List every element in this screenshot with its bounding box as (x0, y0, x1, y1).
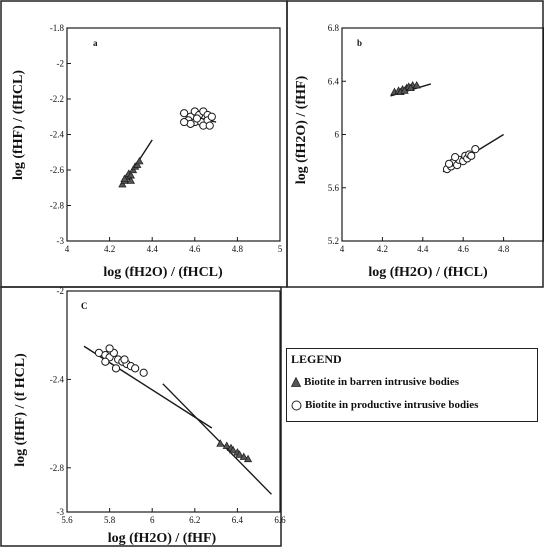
panel-b-barren-point (406, 83, 415, 92)
panel-a-y-tick-label: -2.6 (50, 165, 65, 175)
panel-b-y-axis-label: log (fH2O) / (fHF) (294, 75, 309, 184)
panel-c-productive-point (101, 357, 110, 366)
panel-c-barren-point (243, 454, 253, 463)
panel-a-x-tick-label: 4.4 (147, 244, 159, 254)
panel-c-x-tick-label: 6.2 (189, 515, 200, 525)
panel-c-productive-point (139, 368, 148, 377)
panel-b-x-tick-label: 4.8 (498, 244, 510, 254)
triangle-marker-icon (290, 377, 302, 388)
panel-c-y-tick-label: -2.4 (50, 374, 65, 384)
panel-b-productive-point (451, 153, 460, 162)
panel-a-barren-point (135, 156, 144, 165)
panel-a-productive-point (192, 114, 202, 123)
panel-c-barren-point (216, 439, 225, 447)
panel-a-x-tick-label: 4.8 (232, 244, 244, 254)
panel-a-y-tick-label: -1.8 (50, 23, 65, 33)
panel-b-y-tick-label: 5.2 (328, 236, 339, 246)
panel-a-label: a (93, 38, 98, 48)
legend-box: LEGEND Biotite in barren intrusive bodie… (286, 348, 538, 422)
panel-b-x-tick-label: 4.4 (417, 244, 429, 254)
panel-c-productive-point (105, 344, 114, 353)
panel-b-x-axis-label: log (fH2O) / (fHCL) (368, 265, 488, 280)
panel-a-x-tick-label: 5 (278, 244, 283, 254)
panel-c-y-tick-label: -3 (57, 507, 65, 517)
legend-label-barren: Biotite in barren intrusive bodies (304, 376, 460, 388)
legend-title: LEGEND (291, 352, 342, 366)
legend-item-barren: Biotite in barren intrusive bodies (290, 376, 460, 388)
panel-a-outer-frame (0, 0, 288, 288)
panel-a-plot-frame (66, 27, 281, 242)
panel-b-y-tick-label: 6.4 (328, 76, 340, 86)
panel-c-y-tick-label: -2.8 (50, 463, 65, 473)
panel-b-barren-point (412, 81, 421, 89)
panel-b-productive-point (471, 145, 480, 154)
panel-b-x-tick-label: 4.2 (377, 244, 388, 254)
panel-c-productive-point (120, 355, 129, 364)
panel-a-productive-point (205, 121, 214, 130)
panel-c-y-axis-label: log (fHF) / (f HCL) (13, 353, 28, 467)
panel-c-barren-point (222, 441, 231, 449)
panel-c-x-tick-label: 5.8 (104, 515, 116, 525)
panel-a-barren-point (126, 176, 135, 184)
panel-a-x-axis-label: log (fH2O) / (fHCL) (103, 265, 223, 280)
panel-c-label: C (81, 301, 88, 311)
panel-b-plot-frame (341, 27, 544, 242)
panel-b-y-tick-label: 5.6 (328, 183, 340, 193)
panel-c-barren-point (235, 450, 244, 458)
panel-b-outer-frame (286, 0, 544, 288)
panel-b-barren-point (400, 86, 409, 94)
panel-b-label: b (357, 38, 362, 48)
panel-c-plot-frame (66, 290, 281, 513)
legend-item-productive: Biotite in productive intrusive bodies (291, 399, 478, 411)
panel-a-y-tick-label: -2.4 (50, 130, 65, 140)
panel-c-x-tick-label: 6 (150, 515, 155, 525)
panel-b-y-tick-label: 6 (335, 130, 340, 140)
panel-c-outer-frame (0, 286, 282, 547)
panel-a-barren-point (133, 160, 142, 168)
panel-a-productive-point (180, 117, 189, 127)
panel-a-y-axis-label: log (fHF) / (fHCL) (11, 70, 26, 180)
panel-b-productive-point (444, 159, 454, 168)
panel-c-barren-point (229, 445, 238, 454)
panel-a-x-tick-label: 4 (65, 244, 70, 254)
panel-a-barren-point (118, 179, 127, 188)
panel-b-y-tick-label: 6.8 (328, 23, 340, 33)
panel-a-y-tick-label: -2.8 (50, 201, 65, 211)
panel-c-barren-point (239, 452, 248, 460)
panel-a-barren-point (128, 165, 138, 174)
panel-a-barren-point (120, 174, 129, 183)
panel-a-y-tick-label: -2 (57, 59, 65, 69)
panel-c-productive-point (131, 364, 140, 373)
panel-a-x-tick-label: 4.2 (104, 244, 115, 254)
panel-a-x-tick-label: 4.6 (189, 244, 201, 254)
panel-c-y-tick-label: -2 (57, 286, 65, 296)
panel-b-x-tick-label: 4 (340, 244, 345, 254)
panel-a-y-tick-label: -2.2 (50, 94, 64, 104)
panel-c-x-tick-label: 6.4 (232, 515, 244, 525)
panel-b-productive-point (467, 151, 476, 160)
panel-c-x-tick-label: 6.6 (274, 515, 286, 525)
panel-c-barren-fit-line (162, 383, 272, 495)
panel-c-productive-point (111, 364, 121, 373)
circle-marker-icon (291, 400, 302, 411)
legend-label-productive: Biotite in productive intrusive bodies (305, 399, 479, 411)
panel-a-productive-point (207, 112, 216, 121)
panel-c-x-axis-label: log (fH2O) / (fHF) (108, 531, 217, 546)
panel-a-productive-point (180, 109, 189, 118)
panel-a-y-tick-label: -3 (57, 236, 65, 246)
panel-b-x-tick-label: 4.6 (458, 244, 470, 254)
panel-c-x-tick-label: 5.6 (61, 515, 73, 525)
